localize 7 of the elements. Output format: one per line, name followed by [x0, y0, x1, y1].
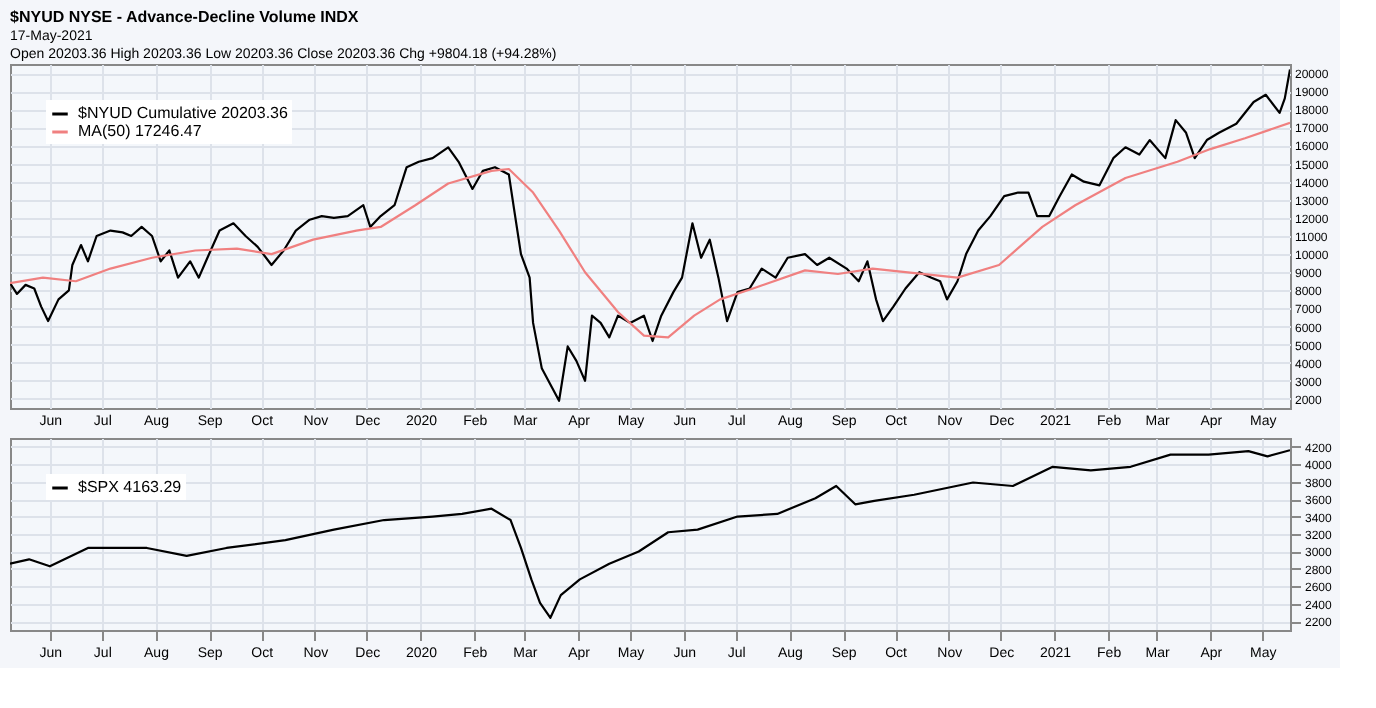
line-series — [10, 449, 1290, 619]
line-series — [10, 68, 1290, 402]
legend-label: MA(50) 17246.47 — [78, 122, 203, 140]
legend-label: $SPX 4163.29 — [78, 478, 183, 496]
legend-label: $NYUD Cumulative 20203.36 — [78, 104, 289, 122]
line-series — [10, 121, 1290, 339]
chart-title: $NYUD NYSE - Advance-Decline Volume INDX — [10, 8, 360, 26]
